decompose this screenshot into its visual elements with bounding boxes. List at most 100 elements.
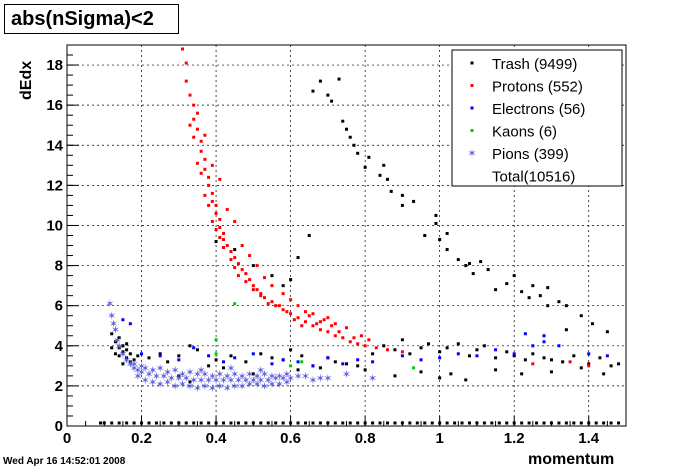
data-point [229, 421, 233, 425]
series-kaons [214, 302, 416, 370]
data-point [542, 334, 546, 338]
data-point [382, 344, 386, 348]
data-point [434, 221, 438, 225]
data-point [128, 352, 132, 356]
data-point [277, 304, 281, 308]
series-electrons [121, 318, 609, 368]
data-point [318, 328, 322, 332]
data-point: ✶ [256, 364, 265, 377]
data-point [132, 421, 136, 425]
data-point: ✶ [200, 380, 209, 393]
data-point [557, 300, 561, 304]
data-point [188, 380, 192, 384]
y-tick-label: 10 [46, 217, 63, 234]
data-point [281, 284, 285, 288]
data-point [467, 354, 471, 358]
x-tick-label: 0.6 [280, 430, 301, 447]
data-point [199, 149, 203, 153]
data-point [523, 358, 527, 362]
data-point [419, 370, 423, 374]
data-point: ✶ [133, 370, 142, 383]
data-point [311, 324, 315, 328]
x-tick-label: 1.2 [504, 430, 525, 447]
data-point [527, 421, 531, 425]
data-point [292, 318, 296, 322]
data-point [542, 340, 546, 344]
data-point [330, 324, 334, 328]
data-point [356, 151, 360, 155]
data-point [229, 250, 233, 254]
data-point [345, 362, 348, 366]
data-point [333, 421, 337, 425]
x-tick-label: 1.4 [578, 430, 600, 447]
legend-marker [470, 129, 474, 132]
data-point: ✶ [267, 370, 276, 383]
data-point [222, 360, 226, 364]
legend-marker [470, 84, 474, 87]
data-point: ✶ [170, 364, 179, 377]
data-point [203, 167, 207, 171]
data-point [371, 360, 375, 364]
data-point [467, 421, 471, 425]
data-point [520, 290, 524, 294]
data-point [378, 421, 382, 425]
data-point [438, 356, 442, 360]
data-point [467, 262, 471, 266]
data-point: ✶ [256, 374, 265, 387]
legend-marker: ✶ [467, 147, 476, 160]
data-point [311, 364, 315, 368]
data-point [363, 368, 367, 372]
data-point [445, 421, 449, 425]
data-point [341, 119, 345, 123]
data-point [549, 358, 553, 362]
data-point [274, 421, 278, 425]
data-point [456, 258, 460, 262]
data-point [117, 421, 121, 425]
data-point [281, 358, 285, 362]
data-point [535, 421, 539, 425]
data-point [184, 421, 188, 425]
data-point [523, 332, 527, 336]
data-point: ✶ [156, 362, 165, 375]
data-point: ✶ [167, 372, 176, 385]
y-tick-label: 12 [46, 177, 63, 194]
data-point [412, 366, 416, 370]
data-point [568, 360, 572, 364]
data-point [315, 322, 319, 326]
data-point [453, 421, 457, 425]
series-protons [181, 47, 591, 368]
y-tick-label: 2 [55, 378, 63, 395]
data-point [192, 346, 196, 350]
data-point [244, 421, 248, 425]
data-point [363, 165, 367, 169]
data-point: ✶ [245, 368, 254, 381]
data-point [564, 328, 568, 332]
data-point [512, 274, 516, 278]
x-tick-label: 0 [63, 430, 71, 447]
data-point [389, 189, 393, 193]
data-point: ✶ [170, 380, 179, 393]
data-point [371, 421, 375, 425]
data-point [617, 362, 621, 366]
legend-entry: Electrons (56) [492, 101, 585, 118]
data-point [423, 234, 427, 237]
data-point [162, 421, 166, 425]
data-point [430, 421, 434, 425]
data-point [587, 364, 591, 368]
data-point [385, 348, 389, 352]
data-point [117, 346, 121, 350]
data-point [266, 421, 270, 425]
data-point [449, 372, 453, 376]
data-point [438, 238, 442, 242]
data-point: ✶ [219, 374, 228, 387]
data-point [527, 296, 531, 300]
data-point: ✶ [267, 378, 276, 391]
data-point [296, 368, 300, 372]
data-point [307, 234, 311, 237]
data-point: ✶ [241, 374, 250, 387]
data-point [419, 346, 423, 350]
data-point [486, 268, 490, 272]
data-point [579, 421, 583, 425]
data-point [363, 344, 367, 348]
